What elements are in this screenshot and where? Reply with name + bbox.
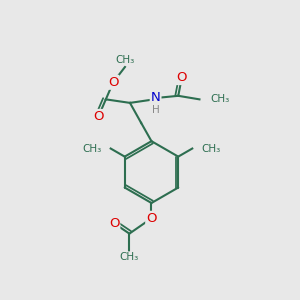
Text: O: O (93, 110, 104, 123)
Text: H: H (152, 105, 160, 115)
Text: CH₃: CH₃ (201, 143, 220, 154)
Text: CH₃: CH₃ (115, 55, 135, 64)
Text: O: O (146, 212, 157, 225)
Text: O: O (109, 217, 119, 230)
Text: N: N (151, 92, 160, 104)
Text: O: O (177, 71, 187, 84)
Text: CH₃: CH₃ (211, 94, 230, 104)
Text: CH₃: CH₃ (82, 143, 102, 154)
Text: O: O (108, 76, 119, 89)
Text: CH₃: CH₃ (120, 252, 139, 262)
